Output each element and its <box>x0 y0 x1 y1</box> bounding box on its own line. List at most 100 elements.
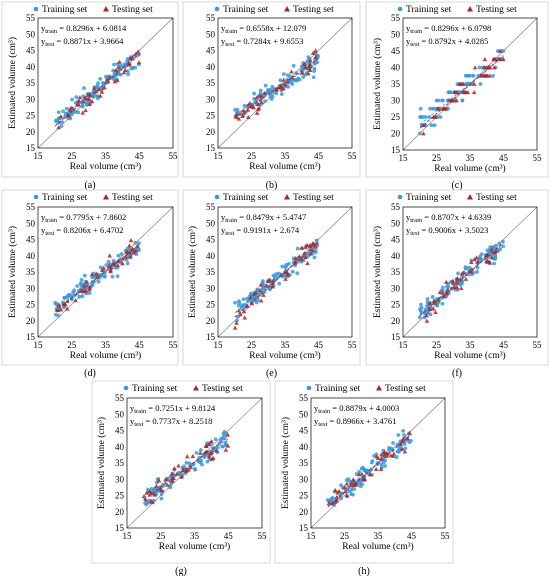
training-point <box>75 284 80 288</box>
legend-training-marker <box>214 194 220 200</box>
training-point <box>161 482 165 487</box>
training-point <box>475 270 479 274</box>
y-tick-label: 25 <box>391 300 401 310</box>
testing-point <box>336 488 342 493</box>
training-point <box>159 492 164 497</box>
training-point <box>431 106 436 111</box>
training-point <box>69 112 74 117</box>
testing-point <box>115 77 120 83</box>
testing-point <box>342 484 347 489</box>
y-tick-label: 25 <box>391 112 401 122</box>
training-point <box>491 73 495 78</box>
legend-training-label: Training set <box>42 193 88 203</box>
legend-training-label: Training set <box>223 193 269 203</box>
testing-point <box>302 61 307 66</box>
training-point <box>430 295 435 299</box>
y-tick-label: 50 <box>206 29 216 39</box>
panel-frame <box>365 1 549 178</box>
training-point <box>467 73 472 78</box>
training-point <box>419 305 424 310</box>
training-point <box>291 63 296 68</box>
x-tick-label: 25 <box>156 531 166 541</box>
training-point <box>440 98 445 103</box>
testing-point <box>89 271 95 277</box>
training-point <box>60 120 65 125</box>
testing-point <box>261 292 266 297</box>
panel-frame <box>1 189 179 366</box>
testing-point <box>179 474 184 479</box>
training-point <box>498 247 503 251</box>
training-point <box>233 107 238 112</box>
testing-point <box>310 50 316 55</box>
y-tick-label: 25 <box>26 111 36 121</box>
x-tick-label: 35 <box>101 340 111 350</box>
training-point <box>313 250 318 255</box>
test-equation: ytest = 0.7737x + 8.2518 <box>130 416 212 428</box>
scatter-markers <box>232 238 320 330</box>
testing-point <box>436 106 441 111</box>
training-point <box>198 448 203 452</box>
testing-point <box>407 430 412 435</box>
testing-point <box>253 290 259 295</box>
testing-point <box>433 309 438 315</box>
x-tick-label: 25 <box>67 340 77 350</box>
training-point <box>429 123 434 128</box>
testing-point <box>424 313 429 318</box>
testing-point <box>76 98 82 103</box>
training-point <box>456 271 460 276</box>
testing-point <box>264 283 269 288</box>
testing-point <box>89 98 95 104</box>
y-tick-label: 40 <box>391 251 401 261</box>
testing-point <box>156 478 162 483</box>
legend-training-label: Training set <box>132 384 178 394</box>
training-point <box>351 492 355 497</box>
testing-point <box>58 114 64 119</box>
x-tick-label: 35 <box>466 340 476 350</box>
legend-training-label: Training set <box>42 5 88 15</box>
testing-point <box>388 453 394 458</box>
y-tick-label: 30 <box>391 283 401 293</box>
y-tick-label: 15 <box>391 145 401 155</box>
testing-point <box>209 450 214 455</box>
x-tick-label: 55 <box>169 340 179 350</box>
testing-trendline <box>327 433 412 508</box>
testing-point <box>455 276 460 281</box>
testing-point <box>56 125 61 130</box>
training-point <box>418 106 423 111</box>
training-point <box>194 451 199 455</box>
testing-point <box>277 85 282 90</box>
testing-point <box>431 298 437 303</box>
testing-point <box>492 56 498 62</box>
training-point <box>358 479 363 484</box>
testing-point <box>374 454 379 459</box>
testing-point <box>254 110 260 115</box>
testing-point <box>176 463 181 468</box>
training-point <box>56 313 61 318</box>
testing-point <box>334 494 340 499</box>
training-point <box>242 104 247 108</box>
testing-point <box>102 85 107 90</box>
x-tick-label: 45 <box>224 531 234 541</box>
testing-point <box>356 472 362 477</box>
training-point <box>90 283 95 287</box>
y-tick-label: 35 <box>206 78 216 88</box>
testing-point <box>299 245 304 250</box>
testing-point <box>283 276 288 281</box>
legend-testing-marker <box>284 194 290 200</box>
scatter-markers <box>417 239 506 323</box>
testing-point <box>121 70 127 75</box>
training-point <box>492 261 496 266</box>
testing-point <box>293 255 299 260</box>
training-point <box>263 99 267 104</box>
training-point <box>96 279 101 284</box>
testing-point <box>437 289 443 295</box>
training-point <box>290 269 295 274</box>
testing-point <box>427 306 433 311</box>
training-point <box>197 455 202 460</box>
train-equation: ytrain = 0.7795x + 7.8602 <box>41 212 126 224</box>
training-point <box>418 115 423 119</box>
training-point <box>198 460 203 465</box>
legend-training-marker <box>123 385 129 391</box>
testing-point <box>116 64 121 69</box>
testing-point <box>206 454 212 459</box>
